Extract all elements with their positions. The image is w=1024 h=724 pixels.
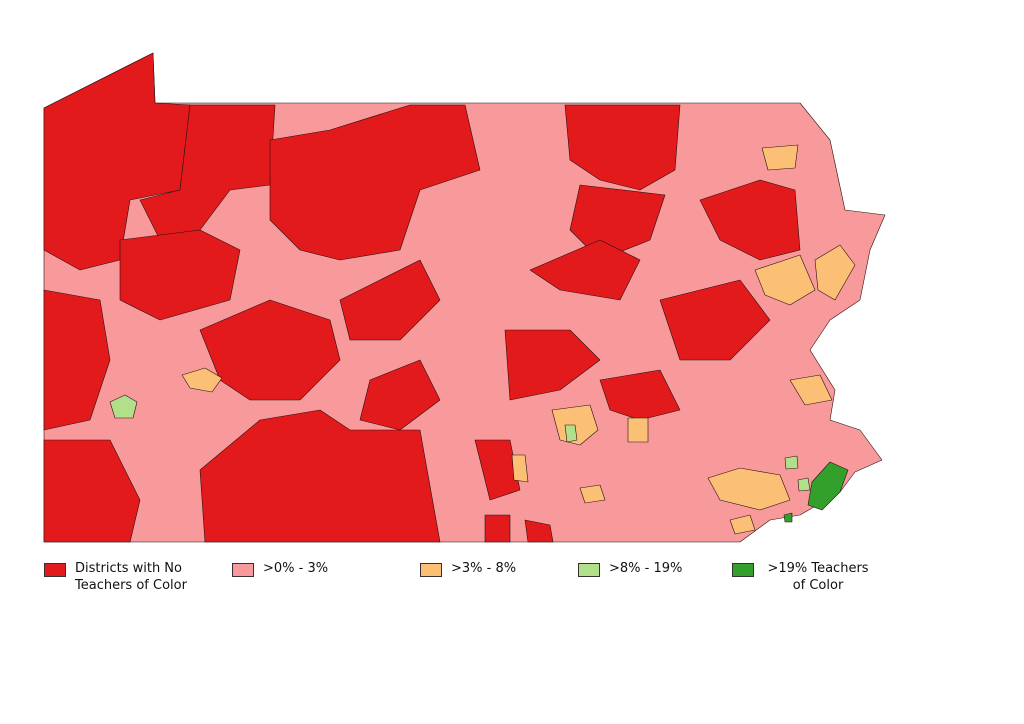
legend-item: >19% Teachers of Color	[732, 560, 873, 594]
district-region	[761, 144, 799, 171]
district-region	[529, 239, 641, 301]
district-region	[181, 367, 223, 393]
district-region	[109, 394, 138, 419]
district-region	[199, 409, 441, 543]
district-region	[784, 455, 799, 470]
legend-swatch	[578, 563, 600, 577]
district-region	[359, 359, 441, 431]
district-region	[797, 477, 811, 492]
district-region	[579, 484, 606, 504]
district-region	[789, 374, 833, 406]
district-region	[43, 52, 191, 271]
legend-label: >19% Teachers of Color	[767, 561, 869, 593]
legend-label: >8% - 19%	[609, 561, 683, 576]
district-region	[627, 417, 649, 443]
district-region	[564, 424, 578, 443]
district-region	[729, 514, 756, 535]
district-region	[484, 514, 511, 543]
legend-swatch	[420, 563, 442, 577]
legend-label: >3% - 8%	[451, 561, 517, 576]
district-region	[807, 461, 849, 511]
district-region	[43, 439, 141, 543]
district-region	[511, 454, 529, 483]
district-region	[707, 467, 791, 511]
district-region	[569, 184, 666, 261]
district-region	[754, 254, 816, 306]
district-region	[119, 229, 241, 321]
district-region	[524, 519, 554, 543]
district-region	[659, 279, 771, 361]
legend-swatch	[44, 563, 66, 577]
district-region	[269, 104, 481, 261]
region-group	[43, 52, 801, 543]
district-region	[474, 439, 521, 501]
district-region	[699, 179, 801, 261]
legend-swatch	[732, 563, 754, 577]
district-region	[43, 289, 111, 431]
legend-label: >0% - 3%	[263, 561, 329, 576]
legend-item: >8% - 19%	[578, 560, 682, 577]
district-region	[199, 299, 341, 401]
region-group	[109, 394, 811, 492]
district-region	[504, 329, 601, 401]
legend-item: >0% - 3%	[232, 560, 328, 577]
district-region	[564, 104, 681, 191]
district-region	[814, 244, 856, 301]
district-region	[599, 369, 681, 421]
legend-label: Districts with No Teachers of Color	[75, 561, 187, 593]
district-region	[783, 512, 793, 523]
district-region	[339, 259, 441, 341]
legend-item: Districts with No Teachers of Color	[44, 560, 205, 594]
legend-item: >3% - 8%	[420, 560, 516, 577]
legend-swatch	[232, 563, 254, 577]
